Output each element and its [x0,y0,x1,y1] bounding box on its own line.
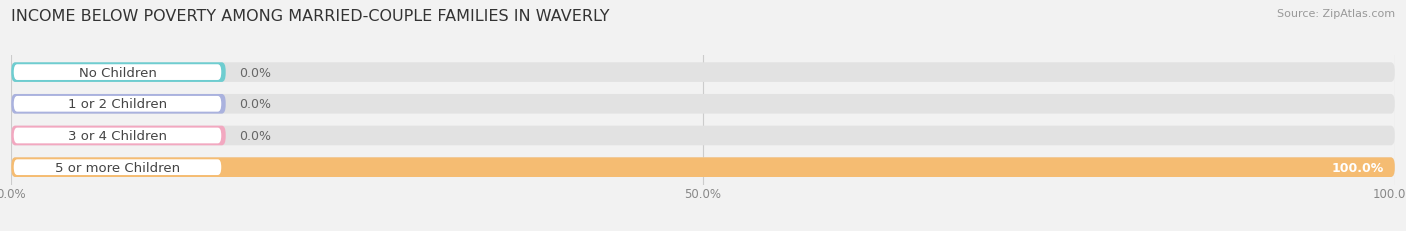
FancyBboxPatch shape [11,94,226,114]
FancyBboxPatch shape [11,63,226,82]
FancyBboxPatch shape [11,126,1395,146]
Text: Source: ZipAtlas.com: Source: ZipAtlas.com [1277,9,1395,19]
Text: 3 or 4 Children: 3 or 4 Children [67,129,167,142]
Text: INCOME BELOW POVERTY AMONG MARRIED-COUPLE FAMILIES IN WAVERLY: INCOME BELOW POVERTY AMONG MARRIED-COUPL… [11,9,610,24]
FancyBboxPatch shape [11,63,1395,82]
Text: 1 or 2 Children: 1 or 2 Children [67,98,167,111]
FancyBboxPatch shape [14,97,221,112]
FancyBboxPatch shape [11,158,1395,177]
Text: 0.0%: 0.0% [239,66,271,79]
Text: No Children: No Children [79,66,156,79]
FancyBboxPatch shape [14,160,221,175]
Text: 0.0%: 0.0% [239,98,271,111]
Text: 5 or more Children: 5 or more Children [55,161,180,174]
FancyBboxPatch shape [11,126,226,146]
Text: 0.0%: 0.0% [239,129,271,142]
Text: 100.0%: 100.0% [1331,161,1384,174]
FancyBboxPatch shape [14,128,221,144]
FancyBboxPatch shape [11,94,1395,114]
FancyBboxPatch shape [14,65,221,81]
FancyBboxPatch shape [11,158,1395,177]
